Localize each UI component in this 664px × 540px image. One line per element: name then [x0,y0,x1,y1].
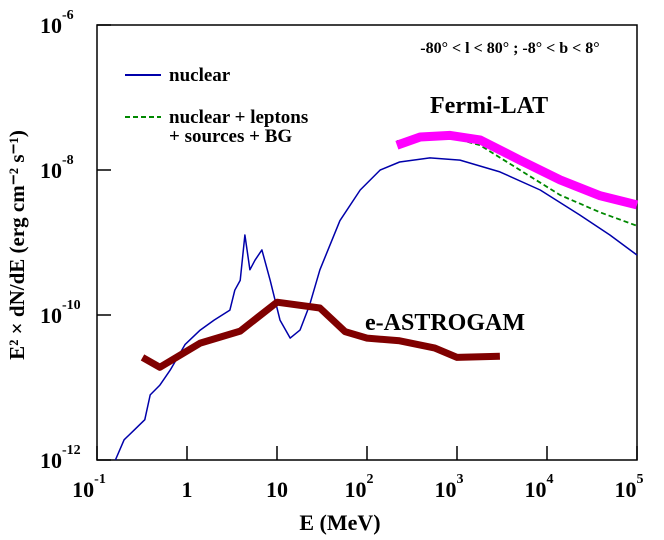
x-tick-label: 1 [182,477,193,502]
x-tick-label-exponent: 2 [367,472,374,487]
x-tick-label: 10-1 [72,472,106,502]
y-tick-label-base: 10 [40,303,62,328]
x-tick-label: 10 [266,477,288,502]
y-tick-label: 10-12 [40,443,81,473]
region-annotation: -80° < l < 80° ; -8° < b < 8° [420,40,599,57]
x-tick-label: 102 [345,472,374,502]
y-tick-label-exponent: -12 [62,443,81,458]
y-tick-label-base: 10 [40,13,62,38]
y-axis-title: E² × dN/dE (erg cm⁻² s⁻¹) [5,130,29,360]
x-tick-label-exponent: 3 [457,472,464,487]
x-axis-title: E (MeV) [299,510,380,535]
plot-frame [96,24,638,461]
y-tick-label: 10-10 [40,298,81,328]
x-tick-label-base: 10 [435,477,457,502]
y-tick-label-base: 10 [40,158,62,183]
y-tick-label-exponent: -8 [62,153,74,168]
legend-label: nuclear [169,65,231,86]
series-label: Fermi-LAT [430,93,548,119]
legend-label: + sources + BG [169,126,292,147]
x-tick-label: 103 [435,472,464,502]
legend-label: nuclear + leptons [169,107,308,128]
y-tick-label-exponent: -10 [62,298,81,313]
y-tick-label-base: 10 [40,448,62,473]
series-line [140,298,500,371]
x-tick-label: 104 [525,472,554,502]
x-tick-label-base: 10 [525,477,547,502]
x-tick-label-exponent: 4 [547,472,554,487]
y-tick-label: 10-8 [40,153,74,183]
series-line [395,130,639,210]
y-tick-label-exponent: -6 [62,8,74,23]
x-tick-label-base: 10 [345,477,367,502]
series-label: e-ASTROGAM [365,310,525,336]
x-tick-label-exponent: 5 [637,472,644,487]
y-tick-label: 10-6 [40,8,74,38]
x-tick-label-exponent: -1 [94,472,106,487]
x-tick-label-base: 10 [72,477,94,502]
series-line [114,157,638,461]
x-tick-label: 105 [615,472,644,502]
x-tick-label-base: 10 [615,477,637,502]
